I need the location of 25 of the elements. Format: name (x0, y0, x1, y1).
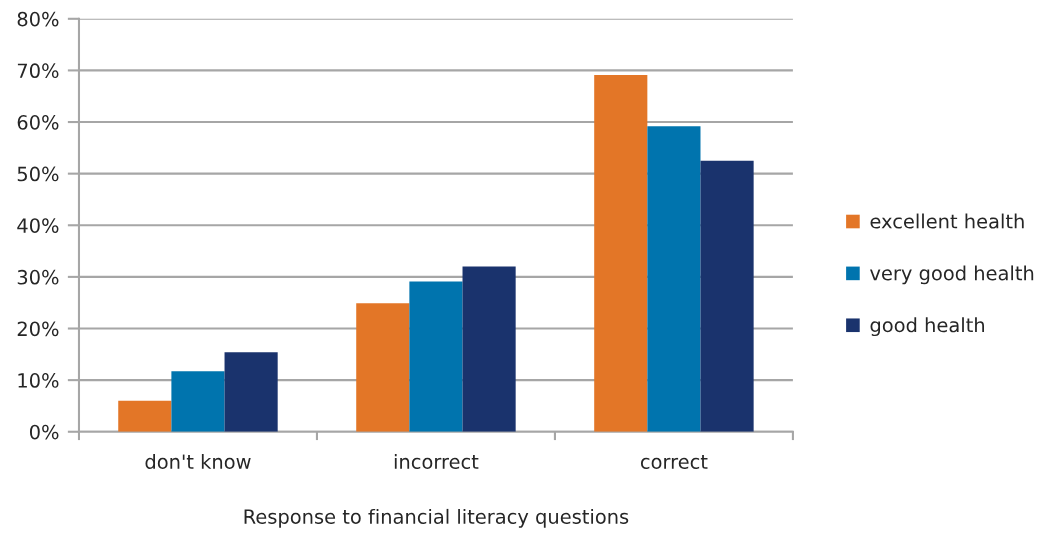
y-tick-label: 50% (17, 166, 59, 182)
bar (118, 400, 172, 432)
y-tick-label: 40% (17, 218, 59, 233)
bar (462, 266, 516, 432)
x-tick-label: correct (640, 455, 708, 470)
bar (700, 160, 754, 432)
bar (356, 303, 410, 432)
x-tick-label: incorrect (394, 453, 479, 470)
legend-label: very good health (870, 265, 1034, 285)
legend-label: excellent health (870, 213, 1024, 229)
x-tick-label: don't know (145, 453, 251, 470)
x-axis-title: Response to financial literacy questions (244, 508, 629, 528)
bar (409, 281, 463, 432)
y-tick-label: 80% (17, 11, 59, 27)
y-tick-label: 60% (17, 114, 59, 130)
y-tick-label: 70% (17, 63, 59, 79)
y-tick-label: 0% (29, 424, 59, 440)
y-tick-label: 10% (18, 373, 59, 388)
bar (647, 126, 701, 432)
bar (224, 352, 278, 432)
y-tick-label: 30% (17, 269, 59, 285)
y-tick-label: 20% (17, 321, 59, 337)
bar (171, 371, 225, 432)
legend-label: good health (870, 317, 984, 337)
bar (594, 75, 648, 432)
